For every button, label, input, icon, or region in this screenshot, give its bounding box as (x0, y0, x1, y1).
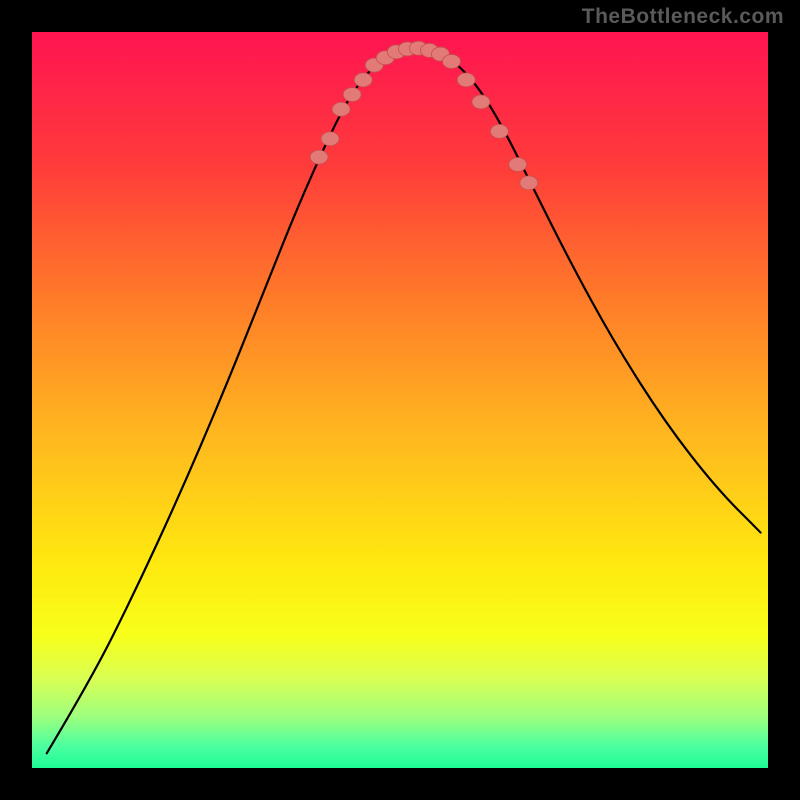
bottleneck-curve (47, 48, 761, 754)
data-marker (457, 73, 475, 87)
watermark-text: TheBottleneck.com (582, 5, 784, 29)
data-marker (490, 124, 508, 138)
data-marker (472, 95, 490, 109)
curve-layer (32, 32, 768, 768)
data-marker (354, 73, 372, 87)
data-marker (332, 102, 350, 116)
data-marker (520, 176, 538, 190)
data-marker (321, 132, 339, 146)
plot-area (32, 32, 768, 768)
chart-canvas: TheBottleneck.com (0, 0, 800, 800)
marker-group (310, 41, 538, 190)
data-marker (310, 150, 328, 164)
data-marker (343, 88, 361, 102)
data-marker (443, 54, 461, 68)
data-marker (509, 157, 527, 171)
